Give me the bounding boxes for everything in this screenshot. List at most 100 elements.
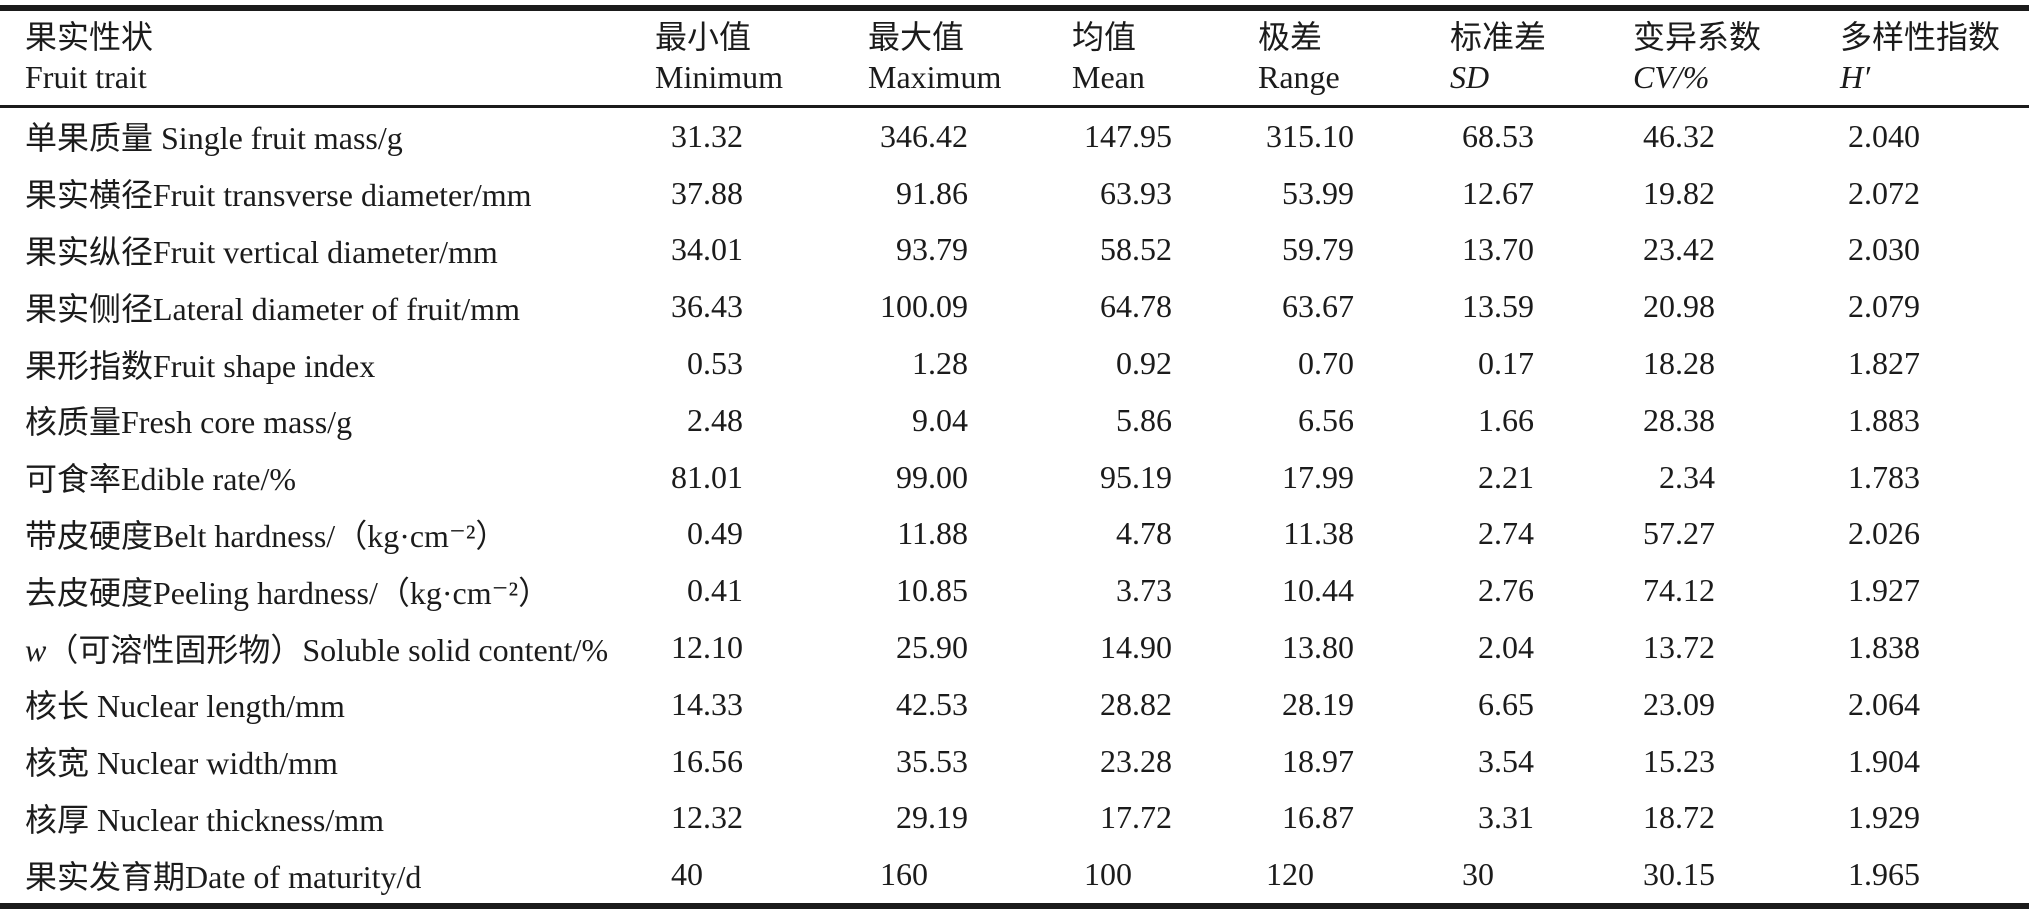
trait-cell: 核长 Nuclear length/mm <box>0 681 655 727</box>
value-cell-diversity-index: 1.783 <box>1840 459 2029 496</box>
trait-cell: 果实侧径Lateral diameter of fruit/mm <box>0 284 655 330</box>
value-range: 16.87 <box>1282 799 1354 836</box>
trait-cell: w（可溶性固形物）Soluble solid content/% <box>0 625 655 671</box>
trait-label: 单果质量 Single fruit mass/g <box>25 120 403 157</box>
value-cell-diversity-index: 1.904 <box>1840 743 2029 780</box>
value-cell-cv: 57.27 <box>1633 515 1840 552</box>
value-maximum: 99.00 <box>896 458 968 495</box>
table-row: 核厚 Nuclear thickness/mm 12.32 29.19 17.7… <box>0 790 2029 847</box>
value-cell-diversity-index: 1.838 <box>1840 629 2029 666</box>
column-header-en: Maximum <box>868 59 1002 95</box>
value-maximum: 100.09 <box>880 288 968 325</box>
trait-cell: 果实横径Fruit transverse diameter/mm <box>0 170 655 216</box>
value-cell-mean: 28.82 <box>1072 686 1258 723</box>
value-cell-minimum: 16.56 <box>655 743 868 780</box>
value-cell-mean: 0.92 <box>1072 345 1258 382</box>
value-diversity-index: 1.827 <box>1848 345 1920 382</box>
value-cell-range: 11.38 <box>1258 515 1450 552</box>
column-header-en: Range <box>1258 59 1340 95</box>
value-sd: 6.65 <box>1478 685 1534 722</box>
value-cell-range: 53.99 <box>1258 175 1450 212</box>
value-mean: 58.52 <box>1100 231 1172 268</box>
value-cell-diversity-index: 2.026 <box>1840 515 2029 552</box>
table-header-row: 果实性状 Fruit trait 最小值 Minimum 最大值 Maximum… <box>0 11 2029 105</box>
value-cv: 46.32 <box>1643 117 1715 154</box>
column-header-fruit-trait: 果实性状 Fruit trait <box>0 17 655 97</box>
value-cell-range: 13.80 <box>1258 629 1450 666</box>
table-row: 果实侧径Lateral diameter of fruit/mm 36.43 1… <box>0 278 2029 335</box>
value-cv: 23.09 <box>1643 685 1715 722</box>
column-header-zh: 标准差 <box>1450 19 1547 55</box>
value-sd: 2.76 <box>1478 572 1534 609</box>
value-maximum: 35.53 <box>896 742 968 779</box>
value-cell-range: 18.97 <box>1258 743 1450 780</box>
value-mean: 0.92 <box>1116 345 1172 382</box>
value-mean: 14.90 <box>1100 629 1172 666</box>
value-mean: 23.28 <box>1100 742 1172 779</box>
value-minimum: 14.33 <box>671 685 743 722</box>
value-sd: 12.67 <box>1462 174 1534 211</box>
value-cell-diversity-index: 2.030 <box>1840 231 2029 268</box>
value-range: 59.79 <box>1282 231 1354 268</box>
trait-cell: 可食率Edible rate/% <box>0 454 655 500</box>
trait-label: 果实侧径Lateral diameter of fruit/mm <box>25 290 520 327</box>
value-range: 11.38 <box>1283 515 1354 552</box>
value-cell-cv: 19.82 <box>1633 175 1840 212</box>
value-cell-cv: 28.38 <box>1633 402 1840 439</box>
value-range: 6.56 <box>1298 401 1354 438</box>
value-cell-cv: 46.32 <box>1633 118 1840 155</box>
value-cell-sd: 13.70 <box>1450 231 1633 268</box>
value-diversity-index: 2.026 <box>1848 515 1920 552</box>
value-cell-maximum: 160.00 <box>868 856 1072 893</box>
value-cell-sd: 30.00 <box>1450 856 1633 893</box>
value-cell-range: 59.79 <box>1258 231 1450 268</box>
value-minimum: 2.48 <box>687 401 743 438</box>
value-cell-maximum: 29.19 <box>868 799 1072 836</box>
value-maximum: 91.86 <box>896 174 968 211</box>
value-cell-diversity-index: 1.929 <box>1840 799 2029 836</box>
trait-cell: 果实纵径Fruit vertical diameter/mm <box>0 227 655 273</box>
value-cell-mean: 95.19 <box>1072 459 1258 496</box>
value-range: 120.00 <box>1266 856 1314 893</box>
value-cell-sd: 3.54 <box>1450 743 1633 780</box>
value-range: 18.97 <box>1282 742 1354 779</box>
column-header-zh: 多样性指数 <box>1840 19 2001 55</box>
value-maximum: 160.00 <box>880 856 928 893</box>
value-cell-maximum: 1.28 <box>868 345 1072 382</box>
table-row: 果实纵径Fruit vertical diameter/mm 34.01 93.… <box>0 222 2029 279</box>
value-cell-sd: 68.53 <box>1450 118 1633 155</box>
value-cell-cv: 15.23 <box>1633 743 1840 780</box>
value-cell-sd: 13.59 <box>1450 288 1633 325</box>
value-mean: 63.93 <box>1100 174 1172 211</box>
value-cell-cv: 18.72 <box>1633 799 1840 836</box>
value-range: 13.80 <box>1282 629 1354 666</box>
table-bottom-rule <box>0 903 2029 910</box>
value-cv: 18.72 <box>1643 799 1715 836</box>
value-cell-cv: 30.15 <box>1633 856 1840 893</box>
value-cell-minimum: 81.01 <box>655 459 868 496</box>
value-mean: 64.78 <box>1100 288 1172 325</box>
value-cell-cv: 74.12 <box>1633 572 1840 609</box>
column-header-minimum: 最小值 Minimum <box>655 17 868 97</box>
value-cell-minimum: 40.00 <box>655 856 868 893</box>
table-row: 带皮硬度Belt hardness/（kg·cm⁻²） 0.49 11.88 4… <box>0 506 2029 563</box>
value-cell-minimum: 31.32 <box>655 118 868 155</box>
value-cell-sd: 0.17 <box>1450 345 1633 382</box>
value-cell-diversity-index: 1.883 <box>1840 402 2029 439</box>
value-cell-sd: 2.76 <box>1450 572 1633 609</box>
value-mean: 100.00 <box>1084 856 1132 893</box>
value-cell-diversity-index: 1.927 <box>1840 572 2029 609</box>
trait-label: 果实纵径Fruit vertical diameter/mm <box>25 233 498 270</box>
value-range: 28.19 <box>1282 685 1354 722</box>
trait-cell: 核宽 Nuclear width/mm <box>0 738 655 784</box>
value-range: 10.44 <box>1282 572 1354 609</box>
trait-label: 核宽 Nuclear width/mm <box>25 745 338 782</box>
value-cell-diversity-index: 1.827 <box>1840 345 2029 382</box>
table-row: 核质量Fresh core mass/g 2.48 9.04 5.86 6.56… <box>0 392 2029 449</box>
value-minimum: 81.01 <box>671 458 743 495</box>
trait-label: 果形指数Fruit shape index <box>25 347 376 384</box>
value-cv: 13.72 <box>1643 629 1715 666</box>
value-cell-minimum: 12.10 <box>655 629 868 666</box>
column-header-maximum: 最大值 Maximum <box>868 17 1072 97</box>
value-cv: 20.98 <box>1643 288 1715 325</box>
